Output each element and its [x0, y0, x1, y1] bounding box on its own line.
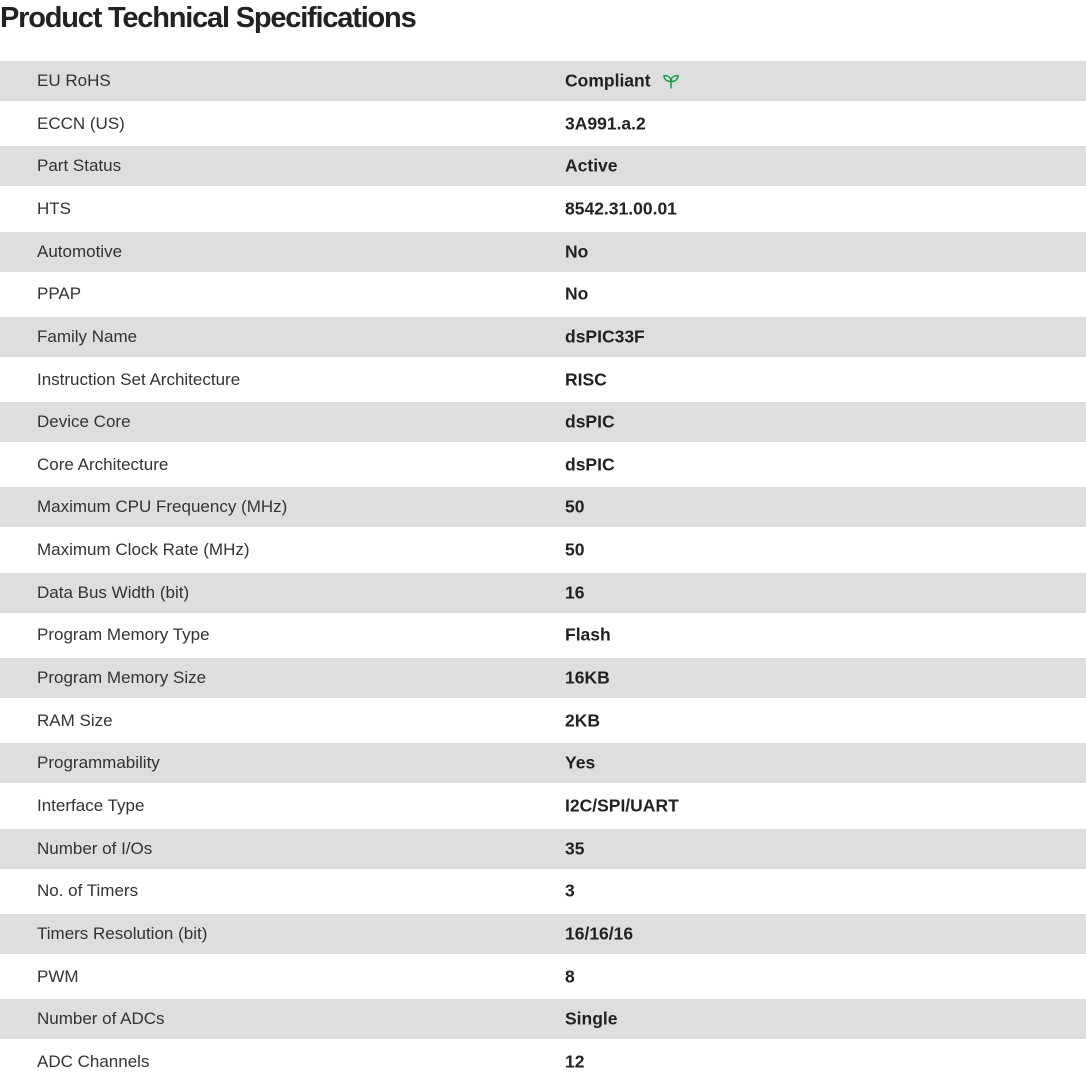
spec-value-text: Single: [565, 1008, 618, 1029]
spec-label: RAM Size: [37, 710, 113, 730]
spec-row: Instruction Set Architecture RISC: [0, 356, 1086, 403]
spec-row: No. of Timers 3: [0, 868, 1086, 914]
spec-value-text: RISC: [565, 369, 607, 390]
spec-row: Number of ADCs Single: [0, 999, 1086, 1040]
spec-value: 35: [565, 838, 584, 859]
spec-label: Family Name: [37, 326, 138, 346]
spec-value-text: 8: [565, 966, 575, 987]
spec-row: Part Status Active: [0, 146, 1086, 187]
spec-value: Active: [565, 156, 618, 177]
spec-row: RAM Size 2KB: [0, 698, 1086, 744]
spec-label: Program Memory Size: [37, 668, 207, 688]
spec-value-text: 16KB: [565, 667, 610, 688]
spec-value-text: 50: [565, 539, 585, 560]
spec-value-text: No: [565, 241, 589, 262]
spec-value-text: 3A991.a.2: [565, 113, 646, 134]
spec-value-text: 2KB: [565, 710, 601, 731]
spec-value: 16/16/16: [565, 923, 633, 944]
spec-row: Data Bus Width (bit) 16: [0, 572, 1086, 613]
spec-value: 16KB: [565, 668, 610, 689]
spec-label: Instruction Set Architecture: [37, 369, 241, 389]
spec-value-text: 50: [565, 496, 585, 517]
spec-row: Core Architecture dsPIC: [0, 442, 1086, 488]
spec-value-text: dsPIC: [565, 411, 615, 432]
spec-label: ADC Channels: [37, 1051, 150, 1071]
spec-value: 3A991.a.2: [565, 113, 646, 134]
spec-row: Device Core dsPIC: [0, 402, 1086, 443]
spec-row: Maximum Clock Rate (MHz) 50: [0, 527, 1086, 573]
specs-table: EU RoHS Compliant ECCN (US) 3A991.a.2 Part S…: [0, 61, 1086, 1085]
spec-label: Data Bus Width (bit): [37, 582, 190, 602]
spec-label: Timers Resolution (bit): [37, 923, 208, 943]
spec-value: Flash: [565, 625, 611, 646]
spec-row: Number of I/Os 35: [0, 828, 1086, 869]
spec-row: Program Memory Type Flash: [0, 612, 1086, 659]
spec-value: 12: [565, 1051, 584, 1072]
page-title: Product Technical Specifications: [0, 2, 417, 34]
spec-row: Interface Type I2C/SPI/UART: [0, 783, 1086, 829]
spec-value-text: I2C/SPI/UART: [565, 795, 679, 816]
spec-value-text: dsPIC: [565, 454, 615, 475]
spec-value-text: No: [565, 283, 589, 304]
spec-value-text: 3: [565, 880, 575, 901]
spec-label: Number of ADCs: [37, 1009, 165, 1029]
spec-label: Program Memory Type: [37, 625, 210, 645]
spec-value: dsPIC33F: [565, 326, 645, 347]
spec-value: I2C/SPI/UART: [565, 796, 679, 817]
spec-value: Compliant: [565, 71, 681, 92]
spec-row: ECCN (US) 3A991.a.2: [0, 101, 1086, 147]
spec-row: PWM 8: [0, 953, 1086, 1000]
spec-row: Maximum CPU Frequency (MHz) 50: [0, 487, 1086, 528]
spec-value-text: dsPIC33F: [565, 326, 645, 347]
spec-row: EU RoHS Compliant: [0, 61, 1086, 101]
spec-label: Maximum Clock Rate (MHz): [37, 540, 250, 560]
spec-row: PPAP No: [0, 271, 1086, 317]
spec-label: EU RoHS: [37, 71, 111, 90]
spec-value: dsPIC: [565, 454, 615, 475]
spec-row: Programmability Yes: [0, 743, 1086, 784]
spec-value: No: [565, 241, 588, 262]
spec-value-text: Active: [565, 155, 618, 176]
spec-label: Number of I/Os: [37, 838, 153, 858]
spec-value-text: 35: [565, 838, 585, 859]
leaf-icon: [661, 73, 681, 89]
spec-value: 3: [565, 881, 575, 902]
spec-label: ECCN (US): [37, 113, 125, 133]
spec-value-text: Compliant: [565, 70, 651, 91]
spec-label: Device Core: [37, 412, 131, 432]
spec-row: Family Name dsPIC33F: [0, 316, 1086, 357]
spec-value: Single: [565, 1009, 618, 1030]
spec-value-text: Flash: [565, 624, 611, 645]
spec-value-text: 16: [565, 582, 585, 603]
spec-label: PPAP: [37, 284, 82, 304]
spec-value-text: 12: [565, 1051, 585, 1072]
spec-row: Timers Resolution (bit) 16/16/16: [0, 913, 1086, 954]
spec-value: RISC: [565, 369, 607, 390]
spec-label: Automotive: [37, 241, 123, 261]
spec-label: Core Architecture: [37, 454, 169, 474]
spec-label: Programmability: [37, 753, 160, 773]
spec-row: HTS 8542.31.00.01: [0, 186, 1086, 232]
spec-label: Maximum CPU Frequency (MHz): [37, 497, 288, 517]
spec-label: Part Status: [37, 156, 122, 176]
spec-value: 8542.31.00.01: [565, 198, 677, 219]
spec-value: 50: [565, 497, 584, 518]
spec-value: No: [565, 284, 588, 305]
spec-row: Automotive No: [0, 231, 1086, 272]
spec-value-text: 16/16/16: [565, 923, 634, 944]
spec-label: Interface Type: [37, 796, 145, 816]
spec-value: 16: [565, 582, 584, 603]
spec-value: 8: [565, 966, 575, 987]
spec-value: Yes: [565, 753, 595, 774]
spec-value-text: Yes: [565, 752, 596, 773]
spec-row: ADC Channels 12: [0, 1039, 1086, 1085]
spec-label: PWM: [37, 966, 79, 986]
spec-value: 2KB: [565, 710, 600, 731]
spec-row: Program Memory Size 16KB: [0, 658, 1086, 699]
spec-value-text: 8542.31.00.01: [565, 198, 677, 219]
spec-value: dsPIC: [565, 412, 615, 433]
spec-value: 50: [565, 540, 584, 561]
spec-label: No. of Timers: [37, 881, 139, 901]
spec-label: HTS: [37, 198, 71, 218]
